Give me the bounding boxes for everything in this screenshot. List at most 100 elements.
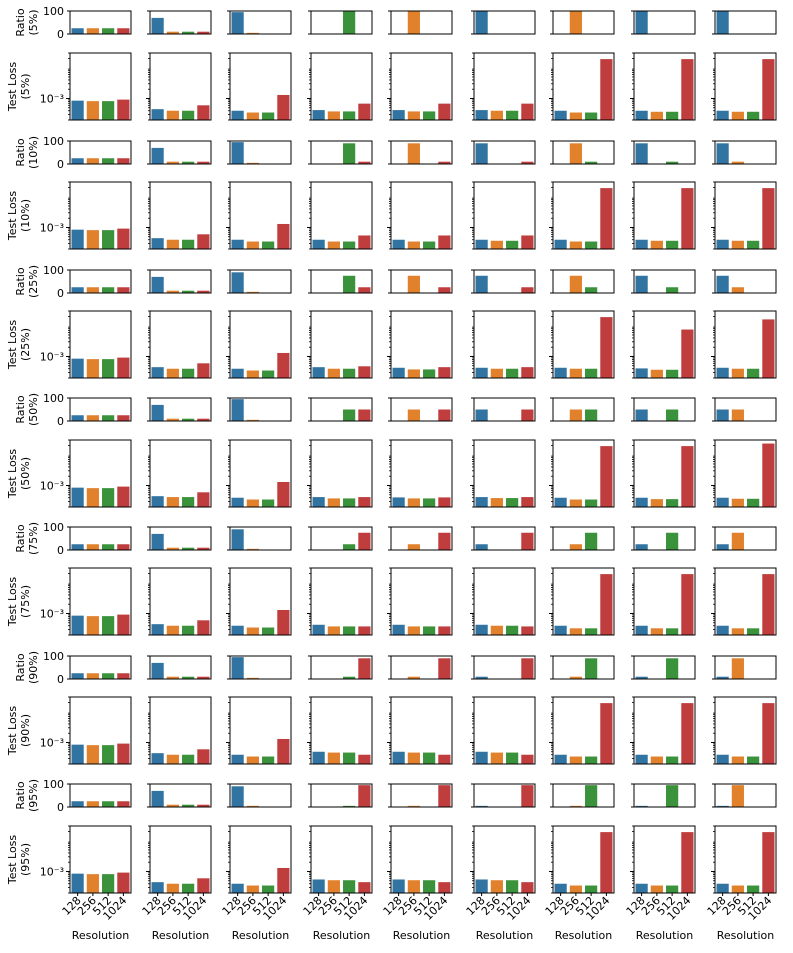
loss-panel — [226, 52, 292, 121]
bar-512 — [102, 158, 115, 164]
bar-128 — [635, 239, 648, 249]
loss-panel — [226, 310, 292, 379]
bar-512 — [585, 628, 598, 635]
panel-frame — [473, 655, 536, 680]
ratio-ylabel-pct: (75%) — [27, 522, 40, 555]
bar-512 — [423, 369, 436, 378]
bar-128 — [635, 805, 648, 807]
bar-128 — [231, 399, 244, 421]
bar-512 — [666, 785, 679, 807]
panel-frame — [390, 397, 453, 422]
bar-1024 — [197, 363, 210, 378]
bar-512 — [262, 885, 275, 893]
ytick-label: 0 — [57, 158, 64, 171]
loss-panel — [226, 567, 292, 636]
bar-128 — [151, 404, 164, 421]
bar-256 — [246, 370, 259, 378]
bar-512 — [423, 752, 436, 764]
bar-256 — [731, 885, 744, 893]
panel-frame — [149, 10, 212, 35]
bar-1024 — [438, 161, 451, 164]
loss-panel — [146, 567, 212, 636]
panel-frame — [714, 181, 777, 250]
bar-256 — [246, 241, 259, 249]
loss-panel — [630, 310, 696, 379]
x-axis-label: Resolution — [555, 929, 613, 942]
loss-panel — [549, 181, 615, 250]
bar-1024 — [197, 492, 210, 507]
bar-128 — [392, 367, 405, 378]
panel-frame — [473, 567, 536, 636]
bar-256 — [569, 499, 582, 507]
bar-512 — [666, 658, 679, 679]
bar-256 — [166, 368, 179, 378]
panel-frame — [149, 567, 212, 636]
bar-512 — [182, 883, 195, 893]
bar-1024 — [277, 609, 290, 635]
bar-256 — [246, 499, 259, 507]
bar-256 — [166, 625, 179, 635]
bar-128 — [716, 110, 729, 120]
panel-frame — [229, 696, 292, 765]
bar-1024 — [358, 287, 371, 293]
loss-panel — [146, 52, 212, 121]
bar-512 — [262, 112, 275, 120]
bar-512 — [747, 368, 760, 378]
loss-panel: 10⁻³ — [40, 567, 132, 636]
bar-1024 — [438, 626, 451, 635]
bar-256 — [166, 110, 179, 120]
loss-ylabel-pct: (90%) — [19, 714, 32, 747]
bar-256 — [731, 498, 744, 507]
bar-1024 — [277, 481, 290, 507]
loss-panel — [387, 439, 453, 508]
loss-panel — [146, 696, 212, 765]
panel-frame — [714, 310, 777, 379]
bar-256 — [731, 532, 744, 550]
loss-panel — [307, 310, 373, 379]
bar-256 — [407, 369, 420, 378]
loss-ylabel-pct: (50%) — [19, 457, 32, 490]
bar-128 — [716, 497, 729, 507]
bar-256 — [166, 883, 179, 893]
loss-panel — [146, 181, 212, 250]
bar-256 — [490, 752, 503, 764]
bar-128 — [716, 409, 729, 421]
ratio-panel — [550, 269, 615, 294]
bar-1024 — [521, 103, 534, 120]
loss-panel — [470, 52, 536, 121]
bar-256 — [166, 754, 179, 764]
bar-128 — [71, 487, 84, 507]
ratio-panel: 0 100 — [43, 264, 132, 300]
bar-128 — [554, 239, 567, 249]
panel-frame — [69, 783, 132, 808]
bar-512 — [102, 673, 115, 679]
loss-panel — [630, 52, 696, 121]
panel-frame — [310, 310, 373, 379]
bar-256 — [569, 241, 582, 249]
bar-1024 — [600, 703, 613, 764]
bar-256 — [650, 499, 663, 507]
bar-256 — [86, 488, 99, 507]
bar-1024 — [521, 161, 534, 164]
bar-128 — [716, 239, 729, 249]
panel-frame — [69, 310, 132, 379]
bar-256 — [569, 756, 582, 764]
ytick-label: 0 — [57, 287, 64, 300]
bar-256 — [166, 418, 179, 421]
ratio-panel — [712, 269, 777, 294]
ratio-panel — [631, 526, 696, 551]
panel-frame — [69, 269, 132, 294]
bar-256 — [650, 240, 663, 249]
bar-256 — [569, 143, 582, 164]
ratio-panel — [147, 526, 212, 551]
panel-frame — [714, 783, 777, 808]
bar-256 — [166, 547, 179, 550]
loss-panel — [630, 825, 696, 894]
bar-1024 — [117, 486, 130, 507]
bar-512 — [343, 626, 356, 635]
bar-1024 — [197, 290, 210, 293]
bar-128 — [716, 11, 729, 34]
panel-frame — [390, 269, 453, 294]
bar-1024 — [197, 31, 210, 34]
